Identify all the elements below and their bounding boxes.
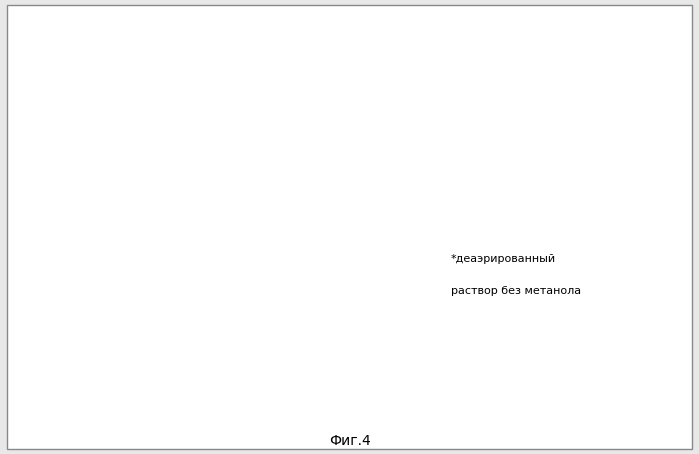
Legend: графит, анод Pt-Ru, анод на основе
Fe-Co-Ni: графит, анод Pt-Ru, анод на основе Fe-Co… — [447, 48, 583, 109]
Text: *деаэрированный: *деаэрированный — [451, 254, 556, 264]
Text: раствор без метанола: раствор без метанола — [451, 286, 581, 296]
Y-axis label: E (Вольт по сравнению с SCE): E (Вольт по сравнению с SCE) — [100, 124, 113, 321]
X-axis label: плотность тока (мА/см²).: плотность тока (мА/см²). — [211, 414, 376, 427]
Text: Фиг.4: Фиг.4 — [329, 434, 370, 448]
